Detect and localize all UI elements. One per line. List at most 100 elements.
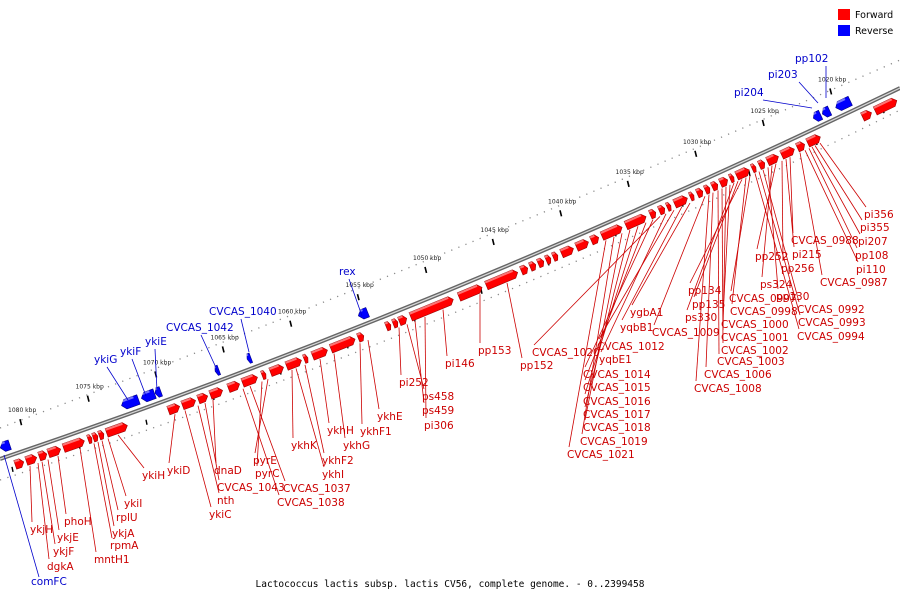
forward-gene-feature xyxy=(46,445,62,459)
scale-tick: 1040 kbp xyxy=(548,198,576,217)
forward-gene-feature xyxy=(702,184,711,195)
forward-gene-label: ykiH xyxy=(142,470,165,482)
leader-line xyxy=(29,465,33,523)
leader-line xyxy=(256,381,263,467)
forward-gene-label: pp252 xyxy=(755,251,788,263)
leader-line xyxy=(722,184,731,318)
leader-line xyxy=(333,353,346,439)
leader-line xyxy=(584,233,623,421)
forward-gene-feature xyxy=(356,332,365,343)
leader-line xyxy=(781,160,784,262)
forward-gene-feature xyxy=(623,213,647,231)
forward-gene-feature xyxy=(284,357,302,371)
leader-line xyxy=(717,190,720,355)
reverse-gene-label: ykiF xyxy=(120,346,141,358)
forward-gene-label: pi215 xyxy=(792,249,822,261)
leader-line xyxy=(799,152,823,276)
forward-gene-feature xyxy=(765,153,779,167)
forward-gene-feature xyxy=(196,392,209,405)
forward-gene-label: ygbA1 xyxy=(630,307,663,319)
leader-line xyxy=(93,443,113,539)
leader-line xyxy=(730,175,751,292)
leader-line xyxy=(814,145,863,221)
forward-gene-feature xyxy=(672,195,688,209)
leader-line xyxy=(506,282,523,359)
reverse-gene-feature xyxy=(0,439,12,452)
forward-gene-feature xyxy=(328,336,356,354)
forward-gene-label: pyrC xyxy=(255,468,280,480)
forward-gene-feature xyxy=(551,251,559,262)
forward-gene-feature xyxy=(779,146,795,160)
scale-tick: 1035 kbp xyxy=(616,169,644,188)
forward-gene-label: CVCAS_0988 xyxy=(791,235,859,247)
forward-gene-feature xyxy=(61,437,85,453)
forward-gene-feature xyxy=(710,181,719,192)
leader-line xyxy=(249,385,286,482)
forward-gene-label: ykiC xyxy=(209,509,232,521)
forward-gene-label: CVCAS_1019 xyxy=(580,436,648,448)
forward-gene-feature xyxy=(226,380,240,393)
forward-gene-label: CVCAS_1002 xyxy=(721,345,789,357)
lower-tick xyxy=(145,419,148,425)
lower-tick xyxy=(11,466,14,473)
reverse-gene-label: CVCAS_1042 xyxy=(166,322,234,334)
leader-line xyxy=(200,334,219,373)
forward-gene-label: CVCAS_1021 xyxy=(567,449,635,461)
reverse-gene-feature xyxy=(356,307,370,320)
leader-line xyxy=(414,321,425,404)
forward-gene-feature xyxy=(664,201,672,212)
forward-gene-label: CVCAS_1043 xyxy=(217,482,285,494)
leader-line xyxy=(631,202,691,306)
leader-line xyxy=(722,186,727,331)
leader-line xyxy=(304,364,325,454)
forward-gene-label: CVCAS_1020 xyxy=(532,347,600,359)
forward-gene-label: phoH xyxy=(64,516,92,528)
forward-gene-label: ykjA xyxy=(112,528,135,540)
forward-gene-feature xyxy=(208,387,223,400)
leader-line xyxy=(106,366,129,401)
forward-gene-label: CVCAS_1012 xyxy=(597,341,665,353)
forward-gene-label: pi110 xyxy=(856,264,886,276)
forward-gene-feature xyxy=(528,261,537,272)
forward-gene-label: CVCAS_1017 xyxy=(583,409,651,421)
genome-backbone xyxy=(0,87,900,460)
leader-line xyxy=(621,206,683,321)
gene-features xyxy=(0,95,898,470)
leader-line xyxy=(184,410,212,508)
forward-gene-label: pp108 xyxy=(855,250,888,262)
forward-gene-feature xyxy=(795,141,805,153)
forward-gene-label: pi207 xyxy=(858,236,888,248)
leader-line xyxy=(97,441,115,527)
leader-line xyxy=(242,388,280,496)
leader-line xyxy=(600,213,667,353)
forward-gene-label: ykiD xyxy=(167,465,190,477)
scale-tick-label: 1045 kbp xyxy=(481,227,509,234)
scale-tick: 1020 kbp xyxy=(818,76,846,95)
leader-line xyxy=(804,149,859,263)
forward-gene-feature xyxy=(872,97,898,116)
forward-gene-feature xyxy=(484,269,519,291)
leader-line xyxy=(811,146,861,235)
reverse-gene-label: pp102 xyxy=(795,53,828,65)
leader-line xyxy=(107,438,127,497)
forward-gene-label: ps458 xyxy=(422,391,454,403)
scale-tick: 1050 kbp xyxy=(413,255,441,274)
forward-gene-label: CVCAS_1038 xyxy=(277,497,345,509)
forward-gene-feature xyxy=(749,163,757,174)
gene-labels: pp102 pi203 pi204 rex CVCAS_1040 CVCAS_1042yk… xyxy=(30,53,894,588)
forward-gene-feature xyxy=(408,296,454,322)
forward-gene-label: CVCAS_0997 xyxy=(729,293,797,305)
leader-line xyxy=(442,309,448,357)
leader-line xyxy=(367,339,380,410)
leader-line xyxy=(731,177,747,305)
leader-line xyxy=(101,440,119,511)
scale-tick-label: 1040 kbp xyxy=(548,198,576,205)
leader-line xyxy=(168,414,176,464)
forward-gene-feature xyxy=(589,234,600,246)
forward-gene-label: dgkA xyxy=(47,561,74,573)
forward-gene-label: pp153 xyxy=(478,345,511,357)
forward-gene-label: ps459 xyxy=(422,405,454,417)
leader-line xyxy=(758,171,801,316)
